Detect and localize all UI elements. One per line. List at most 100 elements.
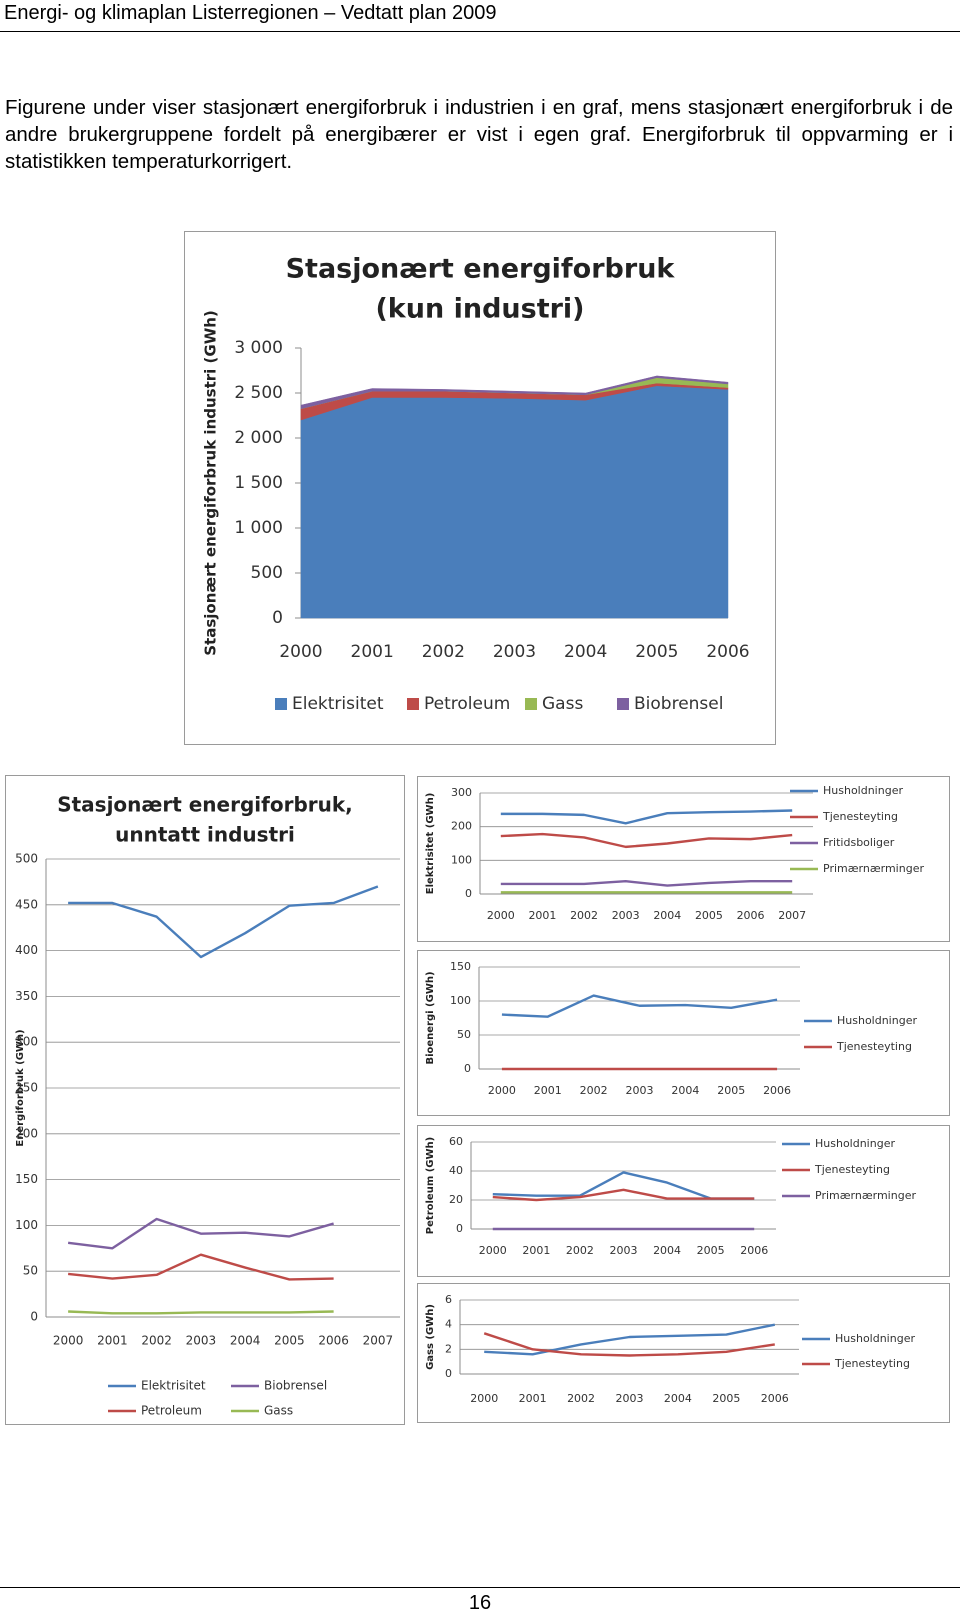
y-axis-title: Stasjonært energiforbruk industri (GWh) [202,310,220,656]
legend-label: Biobrensel [264,1379,327,1393]
legend-label: Gass [264,1404,293,1418]
y-tick-label: 6 [445,1293,452,1306]
y-tick-label: 300 [451,786,472,799]
legend-label: Petroleum [141,1404,202,1418]
chart-frame: Stasjonært energiforbruk (kun industri) St… [184,231,776,745]
chart-frame: Elektrisitet (GWh) 0 100 200 300 2000 2001 2002… [417,776,950,942]
x-tick-label: 2007 [778,909,806,922]
legend-swatch [617,698,629,710]
x-tick-label: 2003 [610,1244,638,1257]
y-tick-label: 500 [15,852,38,866]
y-tick-label: 4 [445,1318,452,1331]
x-tick-label: 2002 [570,909,598,922]
x-tick-label: 2000 [479,1244,507,1257]
y-axis-title: Petroleum (GWh) [425,1137,436,1234]
line [500,880,793,887]
legend-label: Fritidsboliger [823,836,895,849]
x-tick-label: 2002 [141,1334,172,1348]
chart-frame: Stasjonært energiforbruk, unntatt industr… [5,775,405,1425]
legend-label: Tjenesteyting [814,1163,890,1176]
legend-label: Primærnærminger [823,862,924,875]
line [68,885,379,959]
x-tick-label: 2006 [763,1084,791,1097]
x-tick-label: 2006 [737,909,765,922]
x-tick-label: 2005 [274,1334,305,1348]
x-tick-label: 2003 [186,1334,217,1348]
x-tick-label: 2001 [522,1244,550,1257]
x-tick-label: 2004 [564,642,607,662]
legend-label: Tjenesteyting [836,1040,912,1053]
page-number: 16 [468,1592,492,1614]
x-tick-label: 2004 [664,1392,692,1405]
chart-title: Stasjonært energiforbruk [286,254,676,285]
y-tick-label: 0 [272,608,283,628]
y-axis-title: Gass (GWh) [425,1304,436,1370]
chart: Stasjonært energiforbruk, unntatt industr… [15,793,400,1418]
y-tick-label: 1 000 [234,518,283,538]
x-tick-label: 2005 [635,642,678,662]
x-tick-label: 2003 [612,909,640,922]
page-header: Energi- og klimaplan Listerregionen – Ve… [4,2,497,24]
legend-label: Husholdninger [815,1137,895,1150]
line [492,1188,755,1202]
y-tick-label: 0 [465,887,472,900]
x-tick-label: 2000 [53,1334,84,1348]
legend-label: Husholdninger [837,1014,917,1027]
legend-label: Gass [542,694,583,714]
legend-swatch [407,698,419,710]
x-tick-label: 2006 [740,1244,768,1257]
x-tick-label: 2004 [671,1084,699,1097]
x-tick-label: 2000 [487,909,515,922]
y-tick-label: 350 [15,989,38,1003]
y-tick-label: 2 000 [234,428,283,448]
y-tick-label: 0 [445,1367,452,1380]
y-tick-label: 0 [464,1062,471,1075]
x-tick-label: 2007 [363,1334,394,1348]
x-tick-label: 2001 [97,1334,128,1348]
y-tick-label: 40 [449,1164,463,1177]
y-tick-label: 60 [449,1135,463,1148]
x-tick-label: 2000 [470,1392,498,1405]
body-text: Figurene under viser stasjonært energifo… [5,96,953,173]
y-tick-label: 2 500 [234,383,283,403]
x-tick-label: 2005 [697,1244,725,1257]
y-tick-label: 150 [15,1172,38,1186]
y-tick-label: 200 [15,1126,38,1140]
line [492,1171,755,1200]
legend-label: Husholdninger [835,1332,915,1345]
y-tick-label: 200 [451,820,472,833]
x-tick-label: 2001 [534,1084,562,1097]
x-tick-label: 2002 [422,642,465,662]
chart: Petroleum (GWh) 0 20 40 60 2000 2001 2002 2003 20… [425,1135,916,1257]
header-rule [0,31,960,32]
x-tick-label: 2000 [488,1084,516,1097]
x-tick-label: 2001 [528,909,556,922]
legend-swatch [525,698,537,710]
area [300,375,729,410]
y-tick-label: 1 500 [234,473,283,493]
y-tick-label: 100 [450,994,471,1007]
y-tick-label: 500 [251,563,283,583]
x-tick-label: 2004 [230,1334,261,1348]
y-tick-label: 0 [30,1310,38,1324]
x-tick-label: 2006 [706,642,749,662]
legend-label: Tjenesteyting [822,810,898,823]
chart: Stasjonært energiforbruk (kun industri) St… [202,254,750,715]
legend-label: Biobrensel [634,694,723,714]
legend-label: Elektrisitet [292,694,384,714]
y-tick-label: 300 [15,1035,38,1049]
legend-label: Primærnærminger [815,1189,916,1202]
chart: Gass (GWh) 0 2 4 6 2000 2001 2002 2003 2004 2005 20… [425,1293,915,1405]
x-tick-label: 2002 [567,1392,595,1405]
x-tick-label: 2005 [712,1392,740,1405]
x-tick-label: 2006 [318,1334,349,1348]
y-tick-label: 400 [15,943,38,957]
legend-label: Husholdninger [823,784,903,797]
y-tick-label: 450 [15,897,38,911]
legend-label: Tjenesteyting [834,1357,910,1370]
line [67,1217,334,1250]
x-tick-label: 2002 [580,1084,608,1097]
y-axis-title: Energiforbruk (GWh) [15,1029,26,1146]
x-tick-label: 2003 [493,642,536,662]
